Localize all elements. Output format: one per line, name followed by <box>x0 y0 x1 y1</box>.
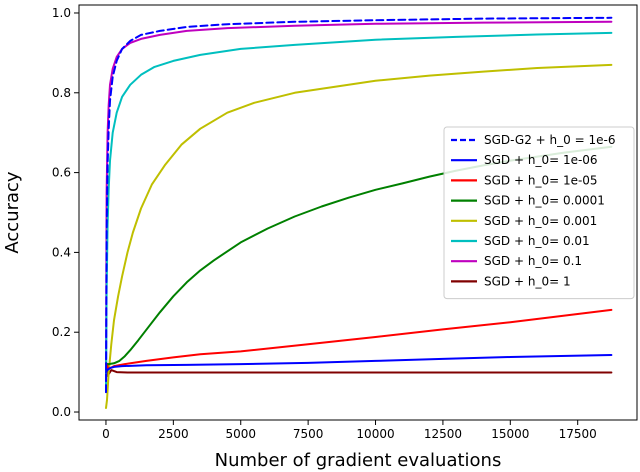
x-tick-label: 12500 <box>424 427 462 441</box>
series-line-2 <box>105 308 613 370</box>
x-tick-label: 5000 <box>225 427 256 441</box>
legend-box <box>443 126 635 300</box>
y-tick-label: 0.2 <box>52 325 71 339</box>
legend-entry-3: SGD + h_0= 0.0001 <box>484 194 605 208</box>
plot-lines <box>105 16 613 409</box>
legend-entry-5: SGD + h_0= 0.01 <box>484 234 590 248</box>
y-tick-label: 0.8 <box>52 86 71 100</box>
x-tick-label: 15000 <box>491 427 529 441</box>
series-line-7 <box>105 359 613 378</box>
y-tick-label: 0.6 <box>52 166 71 180</box>
y-tick-label: 1.0 <box>52 6 71 20</box>
plot-frame <box>78 4 638 421</box>
legend-entry-6: SGD + h_0= 0.1 <box>484 254 582 268</box>
series-line-1 <box>105 354 613 374</box>
x-tick-label: 7500 <box>293 427 324 441</box>
legend-entry-4: SGD + h_0= 0.001 <box>484 214 597 228</box>
legend-entry-1: SGD + h_0= 1e-06 <box>484 153 598 167</box>
series-line-5 <box>105 31 613 394</box>
series-line-4 <box>105 63 613 409</box>
y-axis-label: Accuracy <box>2 171 23 254</box>
legend-entry-0: SGD-G2 + h_0 = 1e-6 <box>484 133 615 147</box>
y-axis-ticks: 0.0 0.2 0.4 0.6 0.8 1.0 <box>52 6 79 419</box>
x-tick-label: 0 <box>102 427 110 441</box>
x-tick-label: 2500 <box>158 427 189 441</box>
y-tick-label: 0.0 <box>52 405 71 419</box>
series-line-0 <box>105 16 613 394</box>
x-axis-label: Number of gradient evaluations <box>215 450 502 471</box>
legend: SGD-G2 + h_0 = 1e-6 SGD + h_0= 1e-06 SGD +… <box>443 126 635 300</box>
series-line-6 <box>105 20 613 394</box>
y-tick-label: 0.4 <box>52 245 71 259</box>
x-tick-label: 17500 <box>559 427 597 441</box>
legend-entry-7: SGD + h_0= 1 <box>484 274 571 288</box>
x-axis-ticks: 0 2500 5000 7500 10000 12500 15000 17500 <box>102 420 597 441</box>
legend-entry-2: SGD + h_0= 1e-05 <box>484 173 598 187</box>
x-tick-label: 10000 <box>356 427 394 441</box>
